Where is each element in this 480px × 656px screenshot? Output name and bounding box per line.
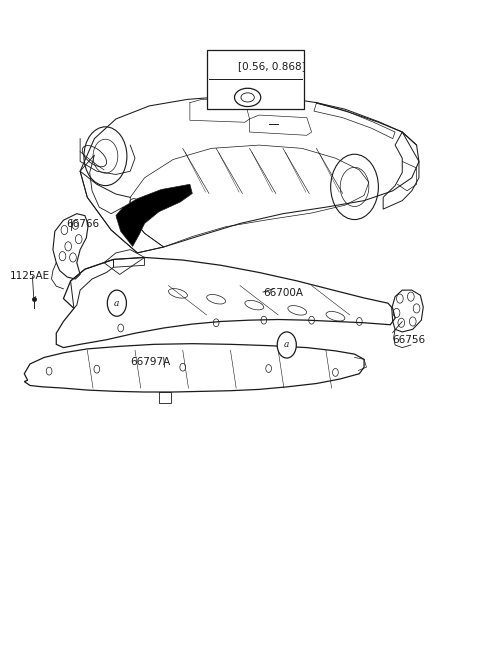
Circle shape bbox=[277, 332, 296, 358]
Circle shape bbox=[215, 55, 232, 79]
Text: 66766: 66766 bbox=[66, 218, 99, 229]
Text: [0.56, 0.868]: [0.56, 0.868] bbox=[238, 61, 305, 72]
Text: 66756: 66756 bbox=[393, 335, 426, 344]
Text: a: a bbox=[114, 298, 120, 308]
Text: 66700A: 66700A bbox=[263, 289, 303, 298]
Text: 1125AE: 1125AE bbox=[10, 272, 50, 281]
Text: a: a bbox=[284, 340, 289, 350]
Polygon shape bbox=[116, 184, 192, 247]
Text: 66797A: 66797A bbox=[130, 358, 170, 367]
FancyBboxPatch shape bbox=[206, 51, 304, 109]
Circle shape bbox=[108, 290, 126, 316]
Text: a: a bbox=[221, 62, 226, 72]
